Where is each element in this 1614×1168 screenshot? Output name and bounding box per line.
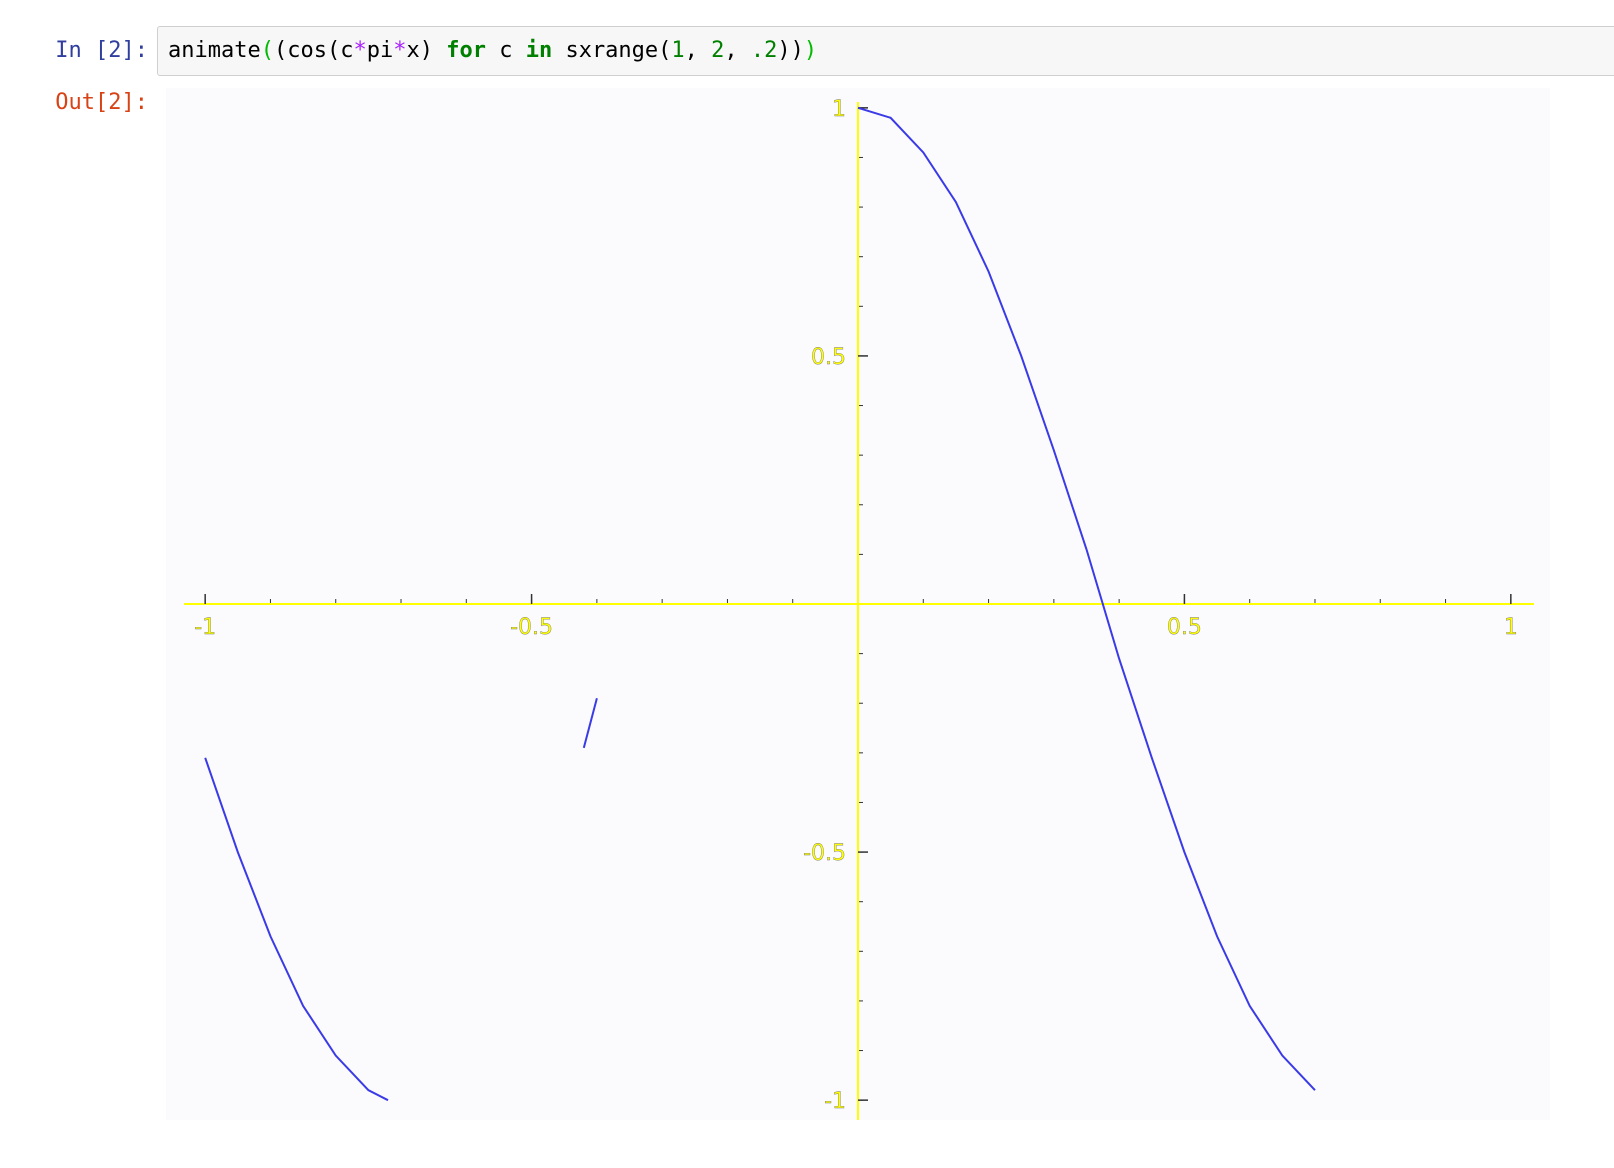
curve-series	[204, 757, 389, 1102]
code-token: ,	[724, 38, 751, 63]
x-tick-label: 0.5	[1167, 615, 1202, 640]
code-token: *	[353, 38, 367, 63]
code-token: .2	[750, 38, 778, 63]
code-token: sxrange(	[552, 38, 672, 63]
x-tick-label: -0.5	[510, 615, 553, 640]
code-token: 1	[671, 38, 685, 63]
code-token: (cos(c	[273, 38, 354, 63]
y-ticks: 1 0.5 -0.5 -1	[803, 97, 868, 1114]
output-prompt: Out[2]:	[55, 90, 148, 115]
code-token: c	[485, 38, 526, 63]
code-token: (	[260, 38, 274, 63]
code-token: *	[393, 38, 407, 63]
code-token: ,	[684, 38, 712, 63]
curve-series	[582, 698, 598, 749]
y-tick-label: 0.5	[811, 345, 846, 370]
code-token: pi	[366, 38, 394, 63]
y-tick-label: 1	[832, 97, 846, 122]
y-tick-label: -0.5	[803, 841, 846, 866]
y-tick-label: -1	[824, 1089, 846, 1114]
x-tick-label: -1	[194, 615, 216, 640]
curve-series	[857, 106, 1316, 1091]
code-token: 2	[711, 38, 725, 63]
x-ticks: -1 -0.5 0.5 1	[194, 594, 1518, 640]
code-token: ))	[777, 38, 804, 63]
animation-plot: -1 -0.5 0.5 1 1 0.5 -0.5 -1	[184, 97, 1534, 1120]
code-input[interactable]: animate((cos(c*pi*x) for c in sxrange(1,…	[157, 26, 1614, 76]
code-token: animate	[168, 38, 261, 63]
code-token: in	[525, 38, 553, 63]
code-token: x)	[406, 38, 447, 63]
x-tick-label: 1	[1504, 615, 1518, 640]
input-prompt: In [2]:	[55, 38, 148, 63]
code-token: for	[446, 38, 486, 63]
output-area: -1 -0.5 0.5 1 1 0.5 -0.5 -1	[166, 88, 1550, 1120]
code-line[interactable]: animate((cos(c*pi*x) for c in sxrange(1,…	[168, 38, 817, 64]
curves	[204, 106, 1316, 1102]
code-token: )	[803, 38, 818, 63]
